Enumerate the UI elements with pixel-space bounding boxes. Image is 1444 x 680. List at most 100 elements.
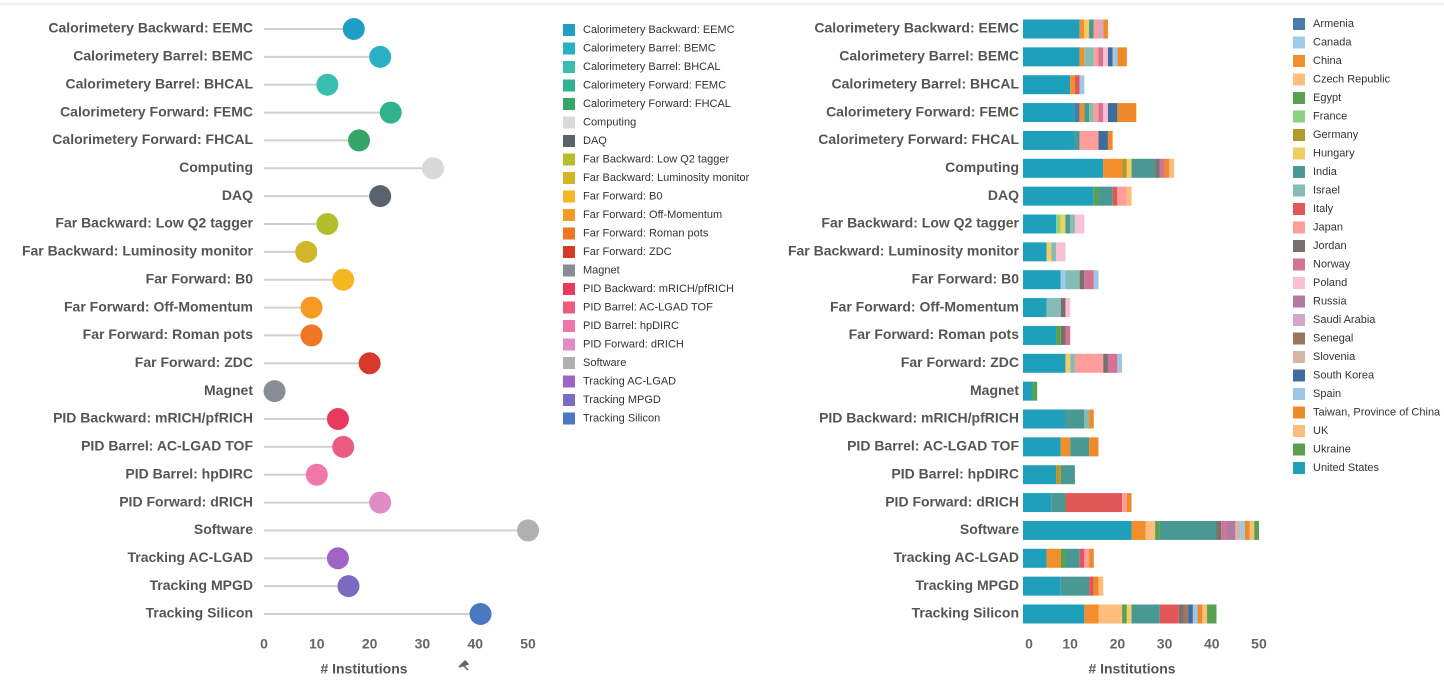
legend-label: Far Forward: Roman pots — [583, 227, 709, 239]
x-tick-label: 0 — [260, 636, 268, 652]
dot — [305, 463, 328, 486]
dot — [300, 324, 323, 347]
legend-swatch — [563, 116, 575, 129]
bar-segment — [1074, 130, 1080, 150]
x-tick-label: 40 — [467, 636, 483, 652]
bar-segment — [1169, 158, 1175, 178]
bar-segment — [1056, 242, 1066, 262]
bar-segment — [1065, 353, 1071, 373]
dot — [369, 45, 392, 68]
bar-segment — [1183, 604, 1189, 624]
legend-label: PID Barrel: hpDIRC — [583, 320, 679, 332]
bar-segment — [1070, 214, 1075, 234]
legend-label: Egypt — [1313, 92, 1341, 104]
legend-swatch — [1293, 295, 1305, 308]
y-tick-label: Computing — [945, 159, 1019, 175]
legend-label: Tracking Silicon — [583, 412, 660, 424]
legend-swatch — [1293, 221, 1305, 234]
bar-segment — [1202, 604, 1208, 624]
x-tick-label: 10 — [309, 636, 325, 652]
legend-label: Calorimetery Backward: EEMC — [583, 24, 735, 36]
y-tick-label: Magnet — [204, 382, 253, 398]
bar-segment — [1098, 130, 1108, 150]
bar-segment — [1098, 186, 1113, 206]
bar-segment — [1122, 493, 1127, 513]
legend-swatch — [563, 375, 575, 388]
bar-segment — [1023, 520, 1132, 540]
legend-swatch — [563, 135, 575, 147]
dot — [421, 157, 444, 180]
dot — [332, 435, 355, 458]
bar-segment — [1093, 186, 1099, 206]
bar-segment — [1065, 548, 1080, 568]
y-tick-label: Calorimetery Barrel: BHCAL — [66, 75, 254, 91]
legend-swatch — [1293, 184, 1305, 197]
legend-label: Far Forward: B0 — [583, 190, 662, 202]
bar-segment — [1023, 103, 1075, 123]
bar-segment — [1117, 103, 1137, 123]
bar-segment — [1117, 47, 1127, 67]
bar-segment — [1060, 437, 1071, 457]
legend-label: Czech Republic — [1313, 73, 1391, 85]
legend-swatch — [563, 190, 575, 203]
bar-segment — [1065, 298, 1071, 318]
bar-segment — [1079, 103, 1085, 123]
legend-swatch — [1293, 129, 1305, 141]
y-tick-label: Computing — [179, 159, 253, 175]
bar-segment — [1131, 604, 1160, 624]
legend-label: Tracking MPGD — [583, 394, 661, 406]
bar-segment — [1159, 158, 1165, 178]
y-tick-label: Calorimetery Backward: EEMC — [814, 20, 1019, 36]
bar-segment — [1023, 437, 1061, 457]
legend-swatch — [563, 338, 575, 351]
legend-label: Calorimetery Barrel: BHCAL — [583, 61, 721, 73]
bar-segment — [1060, 298, 1066, 318]
legend-swatch — [1293, 462, 1305, 474]
bar-segment — [1023, 548, 1047, 568]
y-tick-label: Far Backward: Low Q2 tagger — [821, 215, 1019, 231]
bar-segment — [1046, 242, 1052, 262]
y-tick-label: Calorimetery Barrel: BHCAL — [832, 75, 1020, 91]
legend-swatch — [1293, 443, 1305, 456]
pin-icon[interactable] — [458, 659, 470, 671]
legend-swatch — [1293, 425, 1305, 437]
bar-segment — [1117, 353, 1123, 373]
bar-segment — [1060, 270, 1066, 290]
x-tick-label: 20 — [362, 636, 378, 652]
legend-label: Taiwan, Province of China — [1313, 406, 1441, 418]
y-tick-label: Calorimetery Forward: FHCAL — [52, 131, 253, 147]
legend-label: Japan — [1313, 221, 1343, 233]
legend-label: Calorimetery Barrel: BEMC — [583, 42, 716, 54]
legend-swatch — [563, 79, 575, 92]
bar-segment — [1046, 548, 1061, 568]
legend-swatch — [1293, 55, 1305, 67]
y-tick-label: DAQ — [222, 187, 253, 203]
legend-label: Computing — [583, 116, 636, 128]
bar-segment — [1249, 520, 1255, 540]
y-tick-label: Far Forward: Roman pots — [83, 326, 254, 342]
y-tick-label: Far Backward: Luminosity monitor — [22, 243, 254, 259]
legend-swatch — [1293, 147, 1305, 160]
legend-label: Canada — [1313, 36, 1352, 48]
bar-segment — [1107, 353, 1118, 373]
legend-label: Hungary — [1313, 147, 1355, 159]
legend-swatch — [1293, 277, 1305, 289]
bar-segment — [1079, 270, 1085, 290]
legend-label: Armenia — [1313, 18, 1355, 30]
legend-label: Far Forward: Off-Momentum — [583, 209, 722, 221]
legend-swatch — [563, 394, 575, 406]
bar-segment — [1079, 47, 1085, 67]
legend-label: Far Forward: ZDC — [583, 246, 672, 258]
bar-segment — [1023, 465, 1057, 485]
bar-segment — [1122, 604, 1127, 624]
legend-swatch — [1293, 18, 1305, 30]
dot — [326, 547, 349, 570]
bar-segment — [1023, 604, 1085, 624]
bar-segment — [1126, 493, 1132, 513]
legend-swatch — [1293, 388, 1305, 400]
y-tick-label: DAQ — [988, 187, 1019, 203]
bar-segment — [1046, 298, 1061, 318]
bar-segment — [1023, 325, 1057, 345]
x-tick-label: 0 — [1025, 636, 1033, 652]
bar-segment — [1103, 47, 1108, 67]
